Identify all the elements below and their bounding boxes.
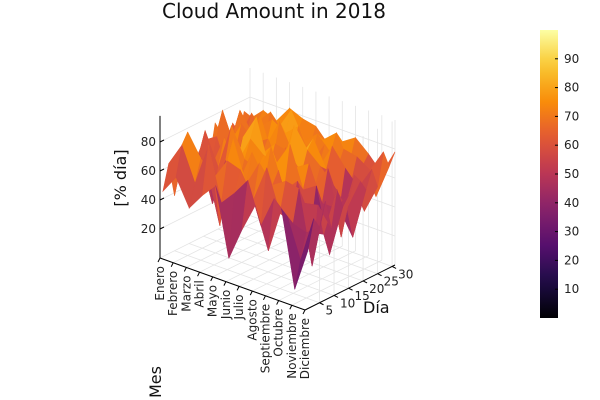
surface-plot: [162, 107, 396, 290]
floor-gridline-month: [278, 255, 369, 301]
month-tick-label: Noviembre: [285, 313, 299, 379]
day-tick-mark: [377, 273, 382, 277]
day-tick-mark: [391, 266, 397, 269]
month-axis-line: [159, 257, 306, 311]
month-axis-label: Mes: [146, 366, 165, 398]
z-tick-mark: [159, 226, 165, 230]
colorbar-gradient: [540, 30, 558, 318]
month-tick-mark: [197, 271, 200, 277]
z-tick-mark: [159, 168, 165, 172]
floor-gridline-day: [188, 243, 335, 296]
month-tick-mark: [276, 300, 280, 305]
day-tick-label: 10: [340, 296, 355, 310]
floor-gridline-month: [265, 250, 356, 297]
floor-gridline-month: [199, 226, 290, 273]
wall-gridline-z: [159, 96, 396, 150]
colorbar-tick-label: 80: [564, 81, 579, 95]
day-tick-label: 30: [398, 267, 413, 281]
month-tick-mark: [249, 290, 253, 296]
z-tick-label: 80: [141, 135, 156, 149]
colorbar-tick-label: 70: [564, 109, 579, 123]
month-tick-label: Abril: [193, 280, 207, 307]
month-tick-label: Julio: [232, 294, 246, 320]
axes: 20 40 60 80 Enero Febrero Marzo Abril Mayo Junio J…: [111, 115, 413, 398]
colorbar-tick-label: 20: [564, 253, 579, 267]
colorbar-tick-label: 40: [564, 196, 579, 210]
month-tick-label: Septiembre: [258, 304, 272, 373]
colorbar: 10 20 30 40 50 60 70 80 90: [540, 30, 579, 318]
chart-title: Cloud Amount in 2018: [162, 0, 386, 23]
day-tick-mark: [348, 287, 353, 291]
month-tick-mark: [210, 276, 214, 282]
month-tick-label: Octubre: [272, 309, 286, 357]
z-tick-mark: [159, 197, 165, 201]
floor-gridline-month: [291, 259, 382, 306]
z-tick-label: 60: [141, 164, 156, 178]
month-tick-label: Mayo: [206, 285, 220, 317]
z-tick-mark: [159, 139, 165, 143]
day-tick-label: 5: [326, 304, 334, 318]
z-tick-label: 40: [141, 193, 156, 207]
month-tick-label: Diciembre: [298, 318, 312, 379]
day-axis-label: Día: [363, 298, 390, 317]
month-tick-label: Marzo: [179, 275, 193, 311]
colorbar-tick-label: 30: [564, 225, 579, 239]
month-tick-label: Febrero: [166, 271, 180, 316]
day-tick-mark: [333, 295, 339, 298]
floor-gridline-day: [174, 250, 320, 304]
month-tick-label: Agosto: [245, 299, 259, 340]
month-tick-mark: [302, 309, 306, 315]
month-tick-mark: [157, 257, 161, 263]
month-tick-label: Enero: [153, 266, 167, 301]
month-tick-mark: [223, 281, 227, 286]
day-tick-label: 20: [369, 282, 384, 296]
day-tick-label: 25: [384, 275, 399, 289]
day-tick-mark: [319, 302, 324, 306]
month-tick-mark: [263, 295, 266, 301]
colorbar-tick-label: 50: [564, 167, 579, 181]
month-tick-label: Junio: [219, 290, 233, 320]
colorbar-tick-label: 10: [564, 282, 579, 296]
colorbar-tick-label: 60: [564, 138, 579, 152]
z-tick-label: 20: [141, 222, 156, 236]
floor-gridline-month: [173, 217, 264, 264]
month-tick-mark: [170, 262, 174, 267]
surface-cell: [294, 218, 315, 290]
month-tick-mark: [289, 305, 293, 310]
month-tick-mark: [183, 267, 187, 272]
colorbar-tick-label: 90: [564, 52, 579, 66]
z-axis-label: [% día]: [111, 149, 130, 206]
day-tick-label: 15: [355, 289, 370, 303]
month-tick-mark: [236, 286, 240, 291]
day-tick-mark: [362, 280, 368, 284]
